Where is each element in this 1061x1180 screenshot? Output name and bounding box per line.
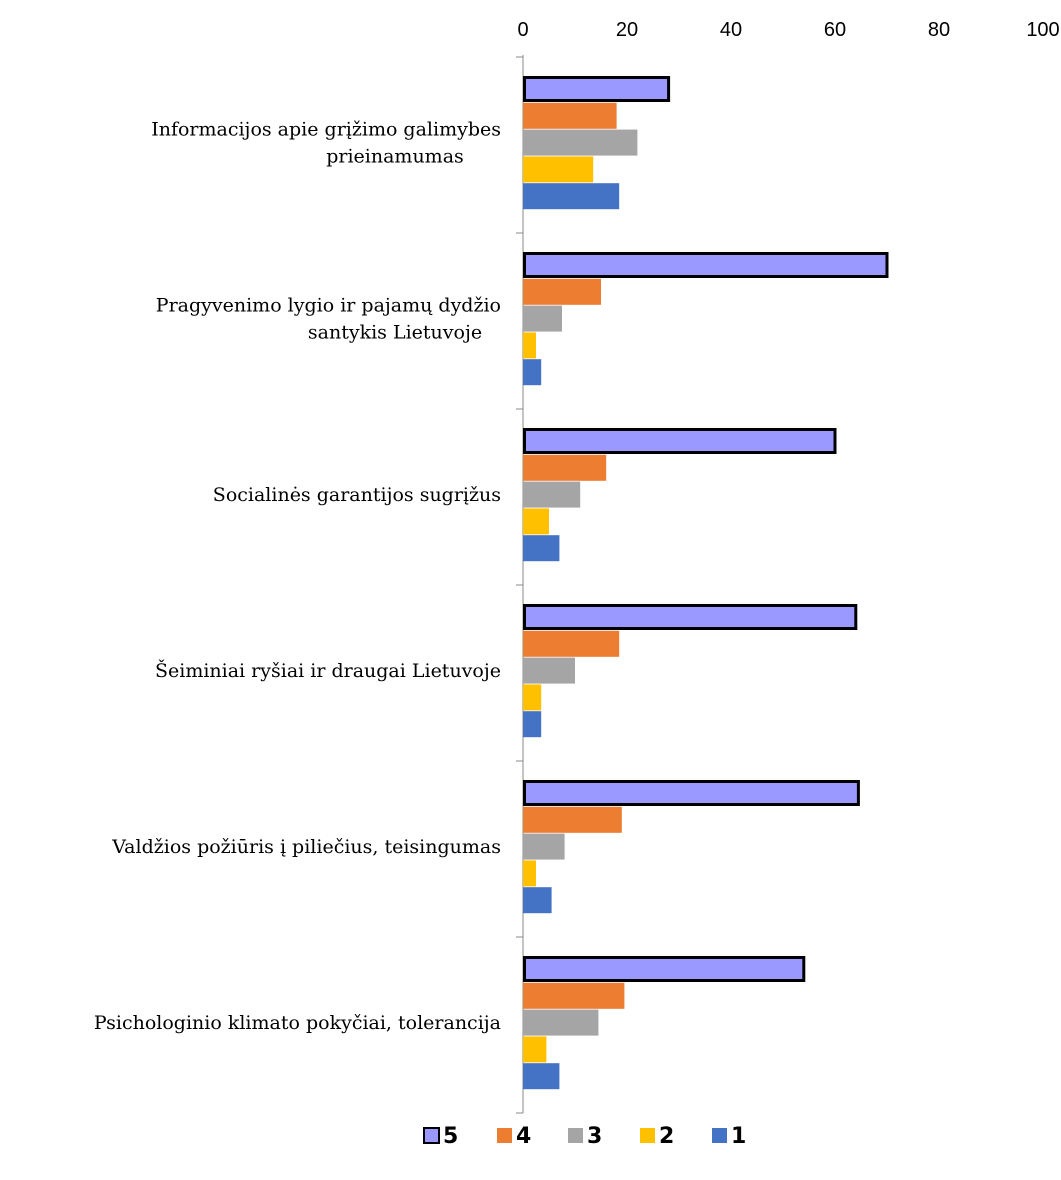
category-label: santykis Lietuvoje xyxy=(308,322,482,344)
bar-series-4 xyxy=(523,630,620,657)
legend-swatch-1 xyxy=(712,1128,727,1143)
legend: 5 4 3 2 1 xyxy=(423,1124,746,1149)
bar-series-2 xyxy=(523,860,536,887)
bar-series-3 xyxy=(523,305,562,332)
bar-series-4 xyxy=(523,454,607,481)
bar-series-3 xyxy=(523,1009,599,1036)
bar-series-4 xyxy=(523,806,622,833)
bar-series-3 xyxy=(523,481,581,508)
category-label: Informacijos apie grįžimo galimybes xyxy=(151,119,501,141)
bar-series-1 xyxy=(523,711,542,738)
bar-series-1 xyxy=(523,359,542,386)
bar-series-2 xyxy=(523,684,542,711)
legend-swatch-2 xyxy=(640,1128,655,1143)
bar-series-3 xyxy=(523,657,575,684)
bar-series-5 xyxy=(523,604,858,630)
category-label: Šeiminiai ryšiai ir draugai Lietuvoje xyxy=(155,659,501,682)
x-axis: 0 20 40 60 80 100 xyxy=(517,19,1059,41)
x-tick-label: 0 xyxy=(517,19,528,41)
bar-series-5 xyxy=(523,428,837,454)
x-tick-label: 40 xyxy=(720,19,742,41)
legend-label: 1 xyxy=(731,1124,746,1149)
bar-series-2 xyxy=(523,1036,547,1063)
bars xyxy=(523,76,889,1090)
bar-series-1 xyxy=(523,887,552,914)
category-label: Valdžios požiūris į piliečius, teisingum… xyxy=(111,836,501,858)
bar-series-2 xyxy=(523,332,536,359)
bar-series-4 xyxy=(523,102,617,129)
legend-swatch-4 xyxy=(497,1128,512,1143)
category-label: prieinamumas xyxy=(326,146,464,168)
bar-series-5 xyxy=(523,780,860,806)
legend-label: 2 xyxy=(659,1124,674,1149)
x-tick-label: 20 xyxy=(616,19,638,41)
bar-series-1 xyxy=(523,535,560,562)
legend-swatch-5 xyxy=(423,1127,440,1144)
legend-label: 3 xyxy=(587,1124,602,1149)
bar-series-2 xyxy=(523,156,594,183)
category-axis xyxy=(516,55,524,1114)
bar-series-5 xyxy=(523,252,889,278)
x-tick-label: 60 xyxy=(824,19,846,41)
bar-series-5 xyxy=(523,76,671,102)
legend-swatch-3 xyxy=(568,1128,583,1143)
bar-series-1 xyxy=(523,183,620,210)
legend-label: 5 xyxy=(443,1124,458,1149)
bar-series-2 xyxy=(523,508,549,535)
category-label: Pragyvenimo lygio ir pajamų dydžio xyxy=(156,295,501,317)
legend-label: 4 xyxy=(516,1124,531,1149)
bar-series-1 xyxy=(523,1063,560,1090)
bar-series-5 xyxy=(523,956,806,982)
x-tick-label: 80 xyxy=(928,19,950,41)
category-label: Socialinės garantijos sugrįžus xyxy=(213,484,501,506)
bar-series-3 xyxy=(523,833,565,860)
bar-series-3 xyxy=(523,129,638,156)
category-label: Psichologinio klimato pokyčiai, toleranc… xyxy=(94,1012,501,1034)
bar-series-4 xyxy=(523,982,625,1009)
x-tick-label: 100 xyxy=(1026,19,1059,41)
category-labels: Informacijos apie grįžimo galimybes priei… xyxy=(94,119,501,1035)
bar-series-4 xyxy=(523,278,601,305)
